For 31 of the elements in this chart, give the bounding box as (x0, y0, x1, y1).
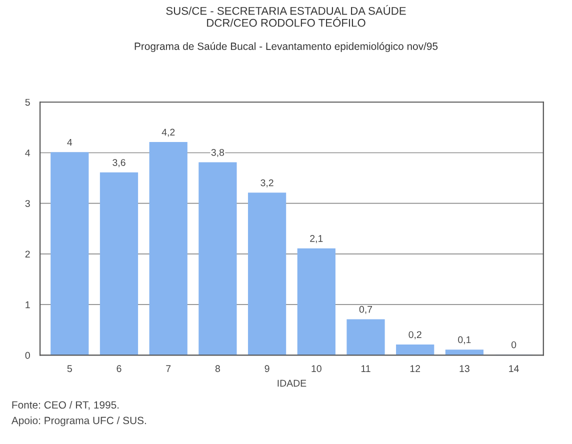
data-label: 0,2 (408, 331, 422, 340)
x-tick-label: 12 (410, 365, 420, 372)
x-tick-label: 8 (215, 365, 220, 372)
x-tick-label: 7 (166, 365, 171, 372)
data-label: 0 (511, 341, 516, 348)
text: Apoio: Programa UFC / SUS. (11, 416, 146, 426)
x-tick-label: 9 (264, 365, 270, 372)
x-tick-label: 6 (116, 365, 122, 372)
chart-subtitle: Programa de Saúde Bucal - Levantamento epidemiológico nov/95 (134, 42, 438, 52)
chart-title: SUS/CE - SECRETARIA ESTADUAL DA SAÚDE DCR/CEO RODOLFO TEÓFILO (166, 5, 406, 27)
y-tick-label: 5 (25, 98, 30, 106)
data-label: 0,7 (359, 306, 372, 314)
x-tick-label: 10 (312, 365, 322, 372)
data-label: 2,1 (310, 235, 323, 244)
data-label: 3,6 (112, 159, 126, 168)
y-tick-label: 0 (25, 352, 30, 359)
data-label: 0,1 (458, 336, 471, 344)
x-tick-label: 11 (361, 365, 370, 372)
y-tick-label: 1 (26, 301, 30, 308)
source-note: Fonte: CEO / RT, 1995. (12, 400, 119, 410)
data-label: 3,8 (211, 148, 224, 158)
x-tick-label: 14 (509, 365, 519, 372)
x-axis-title: IDADE (278, 380, 306, 387)
data-label: 3,2 (260, 179, 274, 188)
x-tick-label: 13 (460, 365, 470, 372)
data-label: 4 (67, 138, 72, 146)
x-tick-label: 5 (67, 365, 72, 372)
data-label: 4,2 (162, 128, 175, 137)
y-tick-label: 2 (25, 250, 30, 258)
y-tick-label: 3 (25, 200, 30, 207)
y-tick-label: 4 (25, 150, 30, 156)
